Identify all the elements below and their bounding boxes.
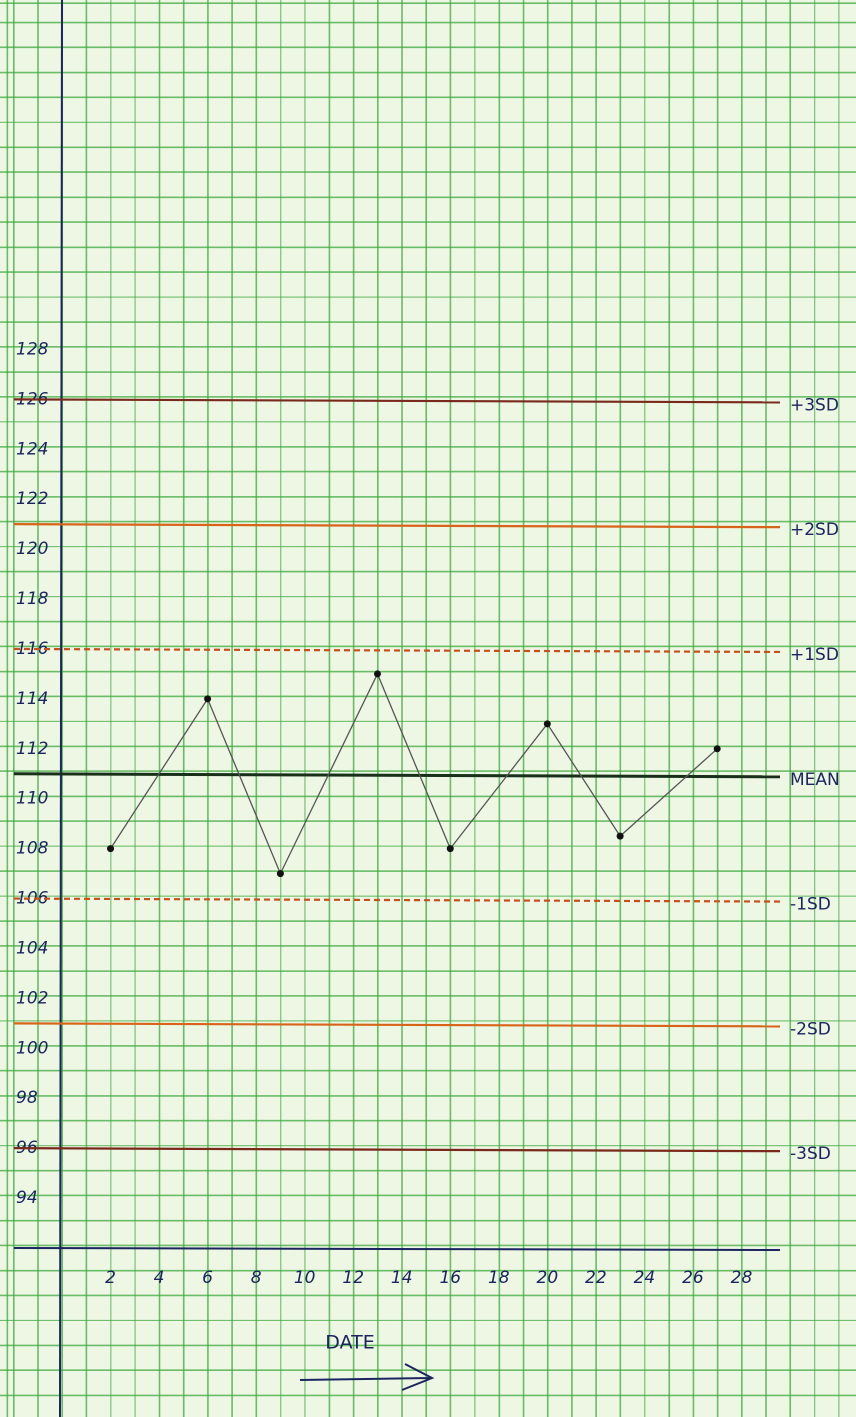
data-point <box>543 720 551 728</box>
y-tick-label: 100 <box>16 1038 48 1058</box>
y-tick-label: 118 <box>16 589 49 609</box>
reference-line <box>13 897 781 903</box>
x-tick-label: 28 <box>731 1268 753 1288</box>
y-tick-label: 122 <box>16 489 48 509</box>
y-tick-label: 108 <box>16 839 49 859</box>
y-tick-label: 94 <box>16 1188 38 1208</box>
reference-line <box>13 1147 781 1153</box>
reference-label: +1SD <box>790 645 839 665</box>
x-tick-label: 10 <box>294 1268 316 1288</box>
y-tick-label: 104 <box>16 938 48 958</box>
x-tick-label: 20 <box>537 1268 559 1288</box>
reference-line <box>13 398 781 404</box>
x-tick-label: 4 <box>154 1268 165 1288</box>
y-axis <box>59 0 63 1417</box>
reference-label: +2SD <box>790 520 839 540</box>
reference-label: -2SD <box>790 1019 831 1039</box>
arrow <box>299 1363 435 1391</box>
reference-line <box>13 772 781 779</box>
x-tick-label: 18 <box>488 1268 510 1288</box>
x-tick-label: 16 <box>439 1268 461 1288</box>
x-tick-label: 2 <box>105 1268 116 1288</box>
data-point <box>276 870 284 878</box>
y-tick-label: 98 <box>16 1088 38 1108</box>
reference-label: +3SD <box>790 395 839 415</box>
x-tick-label: 14 <box>391 1268 413 1288</box>
y-tick-label: 116 <box>16 639 49 659</box>
data-point <box>713 745 721 753</box>
reference-line <box>13 1022 781 1028</box>
reference-label: MEAN <box>790 770 840 790</box>
data-point <box>107 845 115 853</box>
y-tick-label: 110 <box>16 789 48 809</box>
reference-label: -3SD <box>790 1144 831 1164</box>
data-line <box>109 672 718 876</box>
reference-line <box>13 523 781 529</box>
data-point <box>446 845 454 853</box>
y-tick-label: 120 <box>16 539 48 559</box>
x-axis <box>13 1247 781 1251</box>
data-point <box>373 670 381 678</box>
x-tick-label: 22 <box>585 1268 607 1288</box>
data-point <box>616 832 624 840</box>
x-tick-label: 24 <box>634 1268 656 1288</box>
reference-line <box>13 647 781 654</box>
y-tick-label: 102 <box>16 988 48 1008</box>
x-tick-label: 26 <box>682 1268 704 1288</box>
y-tick-label: 124 <box>16 439 48 459</box>
y-tick-label: 106 <box>16 889 49 909</box>
x-tick-label: 12 <box>342 1268 364 1288</box>
data-point <box>204 695 212 703</box>
y-tick-label: 128 <box>16 339 49 359</box>
y-tick-label: 112 <box>16 739 48 759</box>
x-axis-label: DATE <box>325 1332 374 1354</box>
x-tick-label: 6 <box>202 1268 213 1288</box>
y-tick-label: 114 <box>16 689 48 709</box>
reference-label: -1SD <box>790 895 831 915</box>
x-tick-label: 8 <box>251 1268 262 1288</box>
